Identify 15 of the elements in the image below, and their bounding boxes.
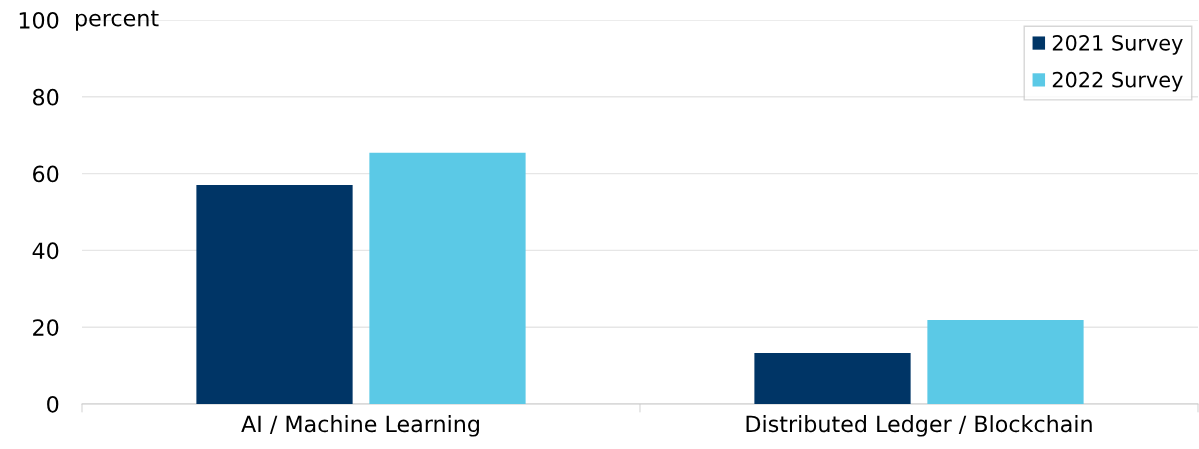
y-tick-label: 60 <box>33 165 59 183</box>
y-tick-label: 80 <box>33 88 59 106</box>
bar <box>196 185 353 404</box>
x-tick-label: Distributed Ledger / Blockchain <box>746 415 1092 437</box>
y-tick-label: 20 <box>33 319 59 336</box>
y-tick-label: 100 <box>19 11 59 29</box>
legend-label: 2021 Survey <box>1052 34 1183 55</box>
y-axis-title: percent <box>76 10 159 31</box>
y-tick-label: 0 <box>47 395 59 413</box>
bar <box>927 319 1084 404</box>
bar <box>754 352 911 404</box>
bar <box>369 152 526 404</box>
y-tick-label: 40 <box>32 242 59 260</box>
x-tick-label: AI / Machine Learning <box>241 415 479 437</box>
legend-label: 2022 Survey <box>1052 71 1183 92</box>
